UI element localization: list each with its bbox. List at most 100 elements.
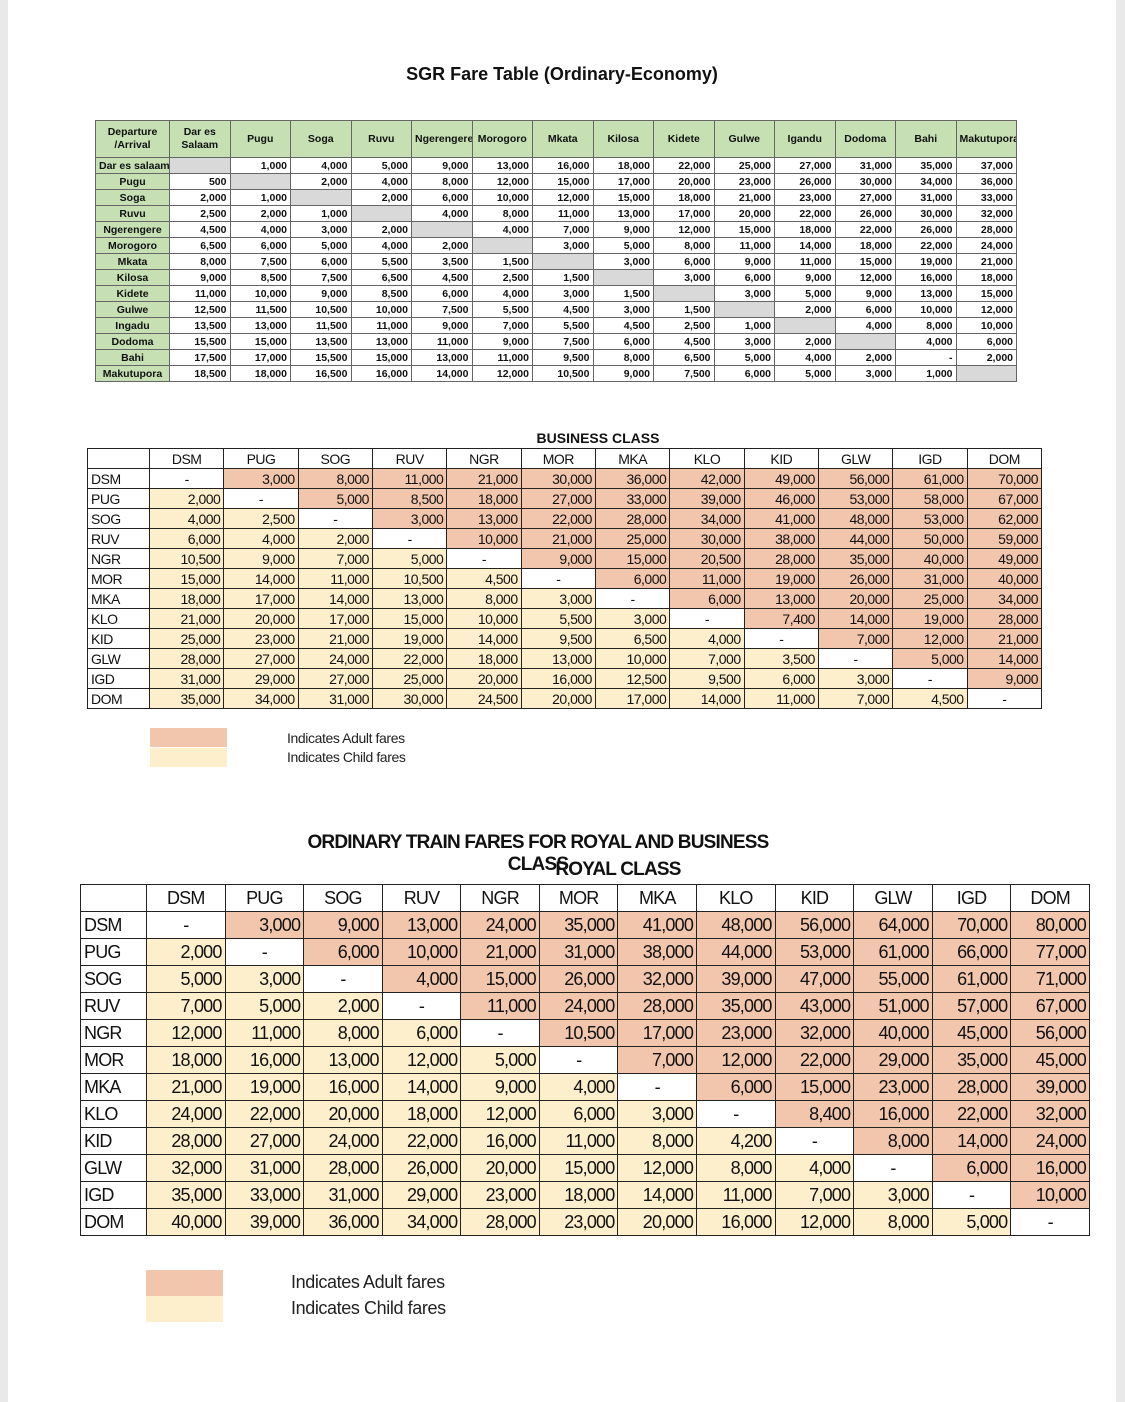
fare-cell [411, 221, 473, 238]
fare-cell: 3,000 [224, 911, 305, 939]
fare-cell: - [617, 1073, 698, 1101]
row-header: PUG [80, 938, 147, 966]
fare-cell: 27,000 [774, 157, 836, 174]
fare-cell: 2,000 [350, 221, 412, 238]
fare-cell: 10,500 [290, 301, 352, 318]
fare-cell: 49,000 [966, 548, 1043, 569]
table-row: IGD 35,000 33,000 31,000 29,000 23,000 18,000 1… [80, 1181, 1090, 1209]
fare-cell: 10,000 [895, 301, 957, 318]
royal-heading: ORDINARY TRAIN FARES FOR ROYAL AND BUSIN… [307, 832, 769, 875]
fare-cell: - [774, 1127, 855, 1155]
row-header: MOR [80, 1046, 147, 1074]
column-header: DSM [146, 884, 226, 912]
fare-cell: 4,000 [538, 1073, 619, 1101]
fare-cell: 11,000 [713, 237, 775, 254]
fare-cell: 11,000 [471, 349, 533, 366]
table-row: MKA 21,000 19,000 16,000 14,000 9,000 4,000-6,… [80, 1073, 1090, 1101]
fare-cell: 11,000 [371, 468, 448, 489]
fare-cell: 18,000 [592, 157, 654, 174]
fare-cell: 24,000 [297, 648, 373, 669]
fare-cell: 10,000 [594, 648, 671, 669]
table-row: SOG 4,000 2,500-3,000 13,000 22,000 28,000 34,… [87, 508, 1043, 529]
fare-cell: 35,000 [895, 157, 957, 174]
table-row: IGD 31,000 29,000 27,000 25,000 20,000 16,000 1… [87, 668, 1043, 689]
fare-cell [713, 301, 775, 318]
fare-cell: 36,000 [955, 173, 1017, 190]
fare-cell: 26,000 [834, 205, 896, 222]
fare-cell: - [371, 528, 448, 549]
fare-cell: 2,000 [411, 237, 473, 254]
fare-cell: 7,500 [229, 253, 291, 270]
fare-cell: 12,000 [471, 365, 533, 382]
fare-cell: 34,000 [895, 173, 957, 190]
fare-cell: 6,500 [350, 269, 412, 286]
fare-cell: 9,000 [834, 285, 896, 302]
table-row: PUG 2,000-6,000 10,000 21,000 31,000 38,000 44… [80, 938, 1090, 966]
fare-cell: 15,000 [834, 253, 896, 270]
fare-cell: 13,000 [446, 508, 522, 529]
fare-cell: 15,000 [350, 349, 412, 366]
row-header: KID [80, 1127, 147, 1155]
fare-cell: 38,000 [743, 528, 819, 549]
fare-cell: 2,000 [350, 189, 412, 206]
fare-cell: 38,000 [617, 938, 698, 966]
fare-cell: 10,500 [371, 568, 448, 589]
column-header: NGR [460, 884, 540, 912]
fare-cell: 4,000 [290, 157, 352, 174]
fare-cell: 9,000 [303, 911, 383, 939]
fare-cell: 28,000 [743, 548, 819, 569]
column-header: IGD [931, 884, 1012, 912]
fare-cell: 13,000 [592, 205, 654, 222]
fare-cell: 9,000 [520, 548, 596, 569]
fare-cell: 19,000 [892, 608, 968, 629]
fare-cell: 48,000 [696, 911, 776, 939]
fare-cell: 18,000 [146, 1046, 226, 1074]
column-header: MOR [538, 884, 619, 912]
fare-cell: 66,000 [931, 938, 1012, 966]
fare-cell: 9,000 [290, 285, 352, 302]
fare-cell: 5,000 [592, 237, 654, 254]
fare-cell: 41,000 [743, 508, 819, 529]
row-header: RUV [87, 528, 150, 549]
fare-cell: 15,000 [148, 568, 225, 589]
table-row: DOM 40,000 39,000 36,000 34,000 28,000 23,000 2… [80, 1208, 1090, 1236]
fare-cell: 15,500 [290, 349, 352, 366]
table-row: DSM -3,000 9,000 13,000 24,000 35,000 41,000 48… [80, 911, 1090, 939]
fare-cell: 6,000 [669, 588, 745, 609]
fare-cell: 2,000 [774, 301, 836, 318]
column-header: DOM [966, 448, 1043, 469]
fare-cell: 17,000 [592, 173, 654, 190]
fare-cell: 13,000 [411, 349, 473, 366]
fare-cell: 2,000 [955, 349, 1017, 366]
fare-cell: 13,000 [303, 1046, 383, 1074]
table-row: Morogoro 6,500 6,000 5,000 4,000 2,000 3,000 5,… [95, 237, 1017, 254]
fare-cell: 18,000 [229, 365, 291, 382]
table-row: NGR 12,000 11,000 8,000 6,000-10,500 17,000 23… [80, 1019, 1090, 1047]
fare-cell: 7,000 [817, 628, 894, 649]
fare-cell: 34,000 [381, 1208, 462, 1236]
fare-cell [834, 333, 896, 350]
fare-cell: 39,000 [1010, 1073, 1090, 1101]
fare-cell: 17,000 [653, 205, 715, 222]
fare-cell: 9,500 [520, 628, 596, 649]
fare-cell: 23,000 [223, 628, 299, 649]
fare-cell: 24,000 [146, 1100, 226, 1128]
fare-cell: 8,500 [350, 285, 412, 302]
fare-cell: 4,000 [229, 221, 291, 238]
fare-cell: 70,000 [931, 911, 1012, 939]
fare-cell: 61,000 [892, 468, 968, 489]
fare-cell: 34,000 [223, 688, 299, 709]
fare-cell: 13,500 [169, 317, 231, 334]
fare-cell: 4,500 [411, 269, 473, 286]
fare-cell: 3,000 [371, 508, 448, 529]
fare-cell: - [743, 628, 819, 649]
fare-cell: 22,000 [381, 1127, 462, 1155]
fare-cell: 8,000 [303, 1019, 383, 1047]
fare-cell: 16,000 [224, 1046, 305, 1074]
column-header: KID [743, 448, 819, 469]
fare-cell: - [892, 668, 968, 689]
fare-cell: 20,000 [446, 668, 522, 689]
fare-cell: 7,000 [471, 317, 533, 334]
fare-cell: 27,000 [520, 488, 596, 509]
fare-cell: 4,000 [411, 205, 473, 222]
